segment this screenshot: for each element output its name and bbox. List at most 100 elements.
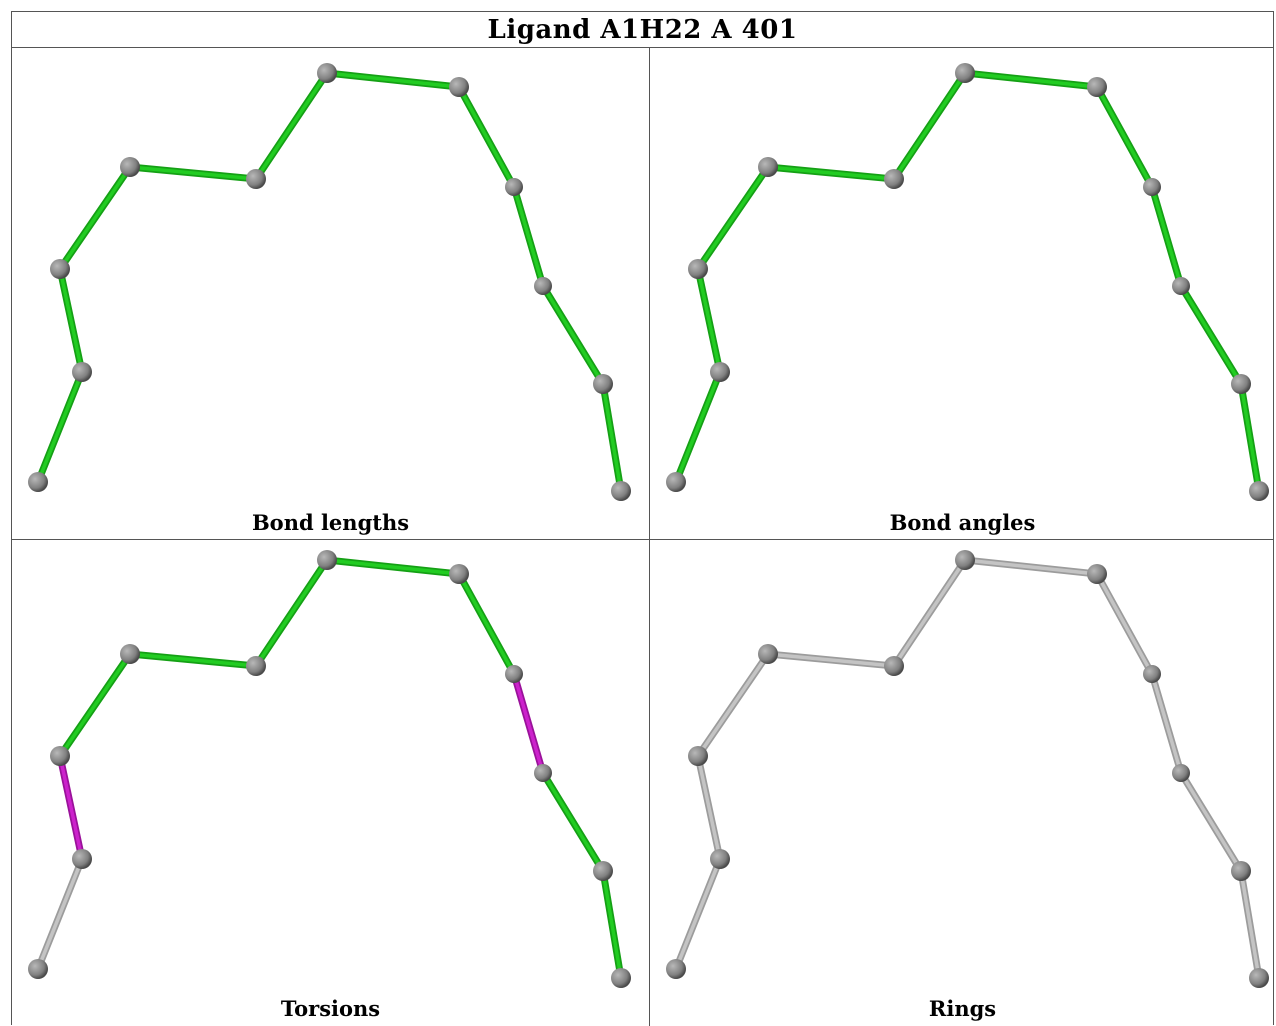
- bond-highlight-3: [128, 652, 258, 668]
- atom-10: [1249, 968, 1269, 988]
- atom-2: [50, 259, 70, 279]
- atom-3: [758, 644, 778, 664]
- atom-2: [688, 259, 708, 279]
- bond-highlight-5: [963, 71, 1099, 89]
- bond-highlight-5: [325, 558, 461, 576]
- atom-0: [28, 959, 48, 979]
- horizontal-divider: [12, 539, 1273, 540]
- bond-highlight-0: [674, 857, 722, 971]
- bond-highlight-4: [254, 71, 329, 181]
- bond-highlight-7: [512, 672, 545, 775]
- molecule-bond-angles: [666, 63, 1269, 501]
- atom-6: [1087, 77, 1107, 97]
- bond-highlight-5: [325, 71, 461, 89]
- atom-5: [317, 550, 337, 570]
- atom-5: [955, 550, 975, 570]
- bond-highlight-6: [457, 572, 516, 676]
- atom-9: [593, 374, 613, 394]
- atom-8: [534, 764, 552, 782]
- atom-6: [449, 564, 469, 584]
- bond-highlight-9: [601, 382, 623, 493]
- figure-frame: Ligand A1H22 A 401 Bond lengths Bond ang…: [11, 11, 1275, 1026]
- bond-highlight-4: [254, 558, 329, 668]
- atom-9: [1231, 861, 1251, 881]
- bond-highlight-9: [1239, 869, 1261, 980]
- atom-3: [758, 157, 778, 177]
- atom-8: [1172, 764, 1190, 782]
- bond-highlight-3: [766, 165, 896, 181]
- bond-highlight-8: [1179, 284, 1243, 386]
- panel-bond-lengths: Bond lengths: [12, 48, 649, 539]
- panel-label-torsions: Torsions: [280, 996, 381, 1021]
- panel-label-bond-angles: Bond angles: [889, 510, 1036, 535]
- bond-highlight-5: [963, 558, 1099, 576]
- atom-1: [72, 362, 92, 382]
- title-row: Ligand A1H22 A 401: [12, 12, 1273, 48]
- bond-highlight-6: [1095, 572, 1154, 676]
- atom-5: [955, 63, 975, 83]
- atom-9: [1231, 374, 1251, 394]
- atom-0: [666, 472, 686, 492]
- atom-8: [1172, 277, 1190, 295]
- atom-10: [611, 968, 631, 988]
- atom-1: [710, 362, 730, 382]
- bond-highlight-8: [541, 771, 605, 873]
- atom-9: [593, 861, 613, 881]
- atom-6: [449, 77, 469, 97]
- atom-3: [120, 644, 140, 664]
- atom-4: [246, 169, 266, 189]
- figure-title: Ligand A1H22 A 401: [487, 14, 798, 45]
- bond-highlight-0: [36, 857, 84, 971]
- atom-4: [884, 169, 904, 189]
- atom-10: [611, 481, 631, 501]
- bond-highlight-8: [541, 284, 605, 386]
- atom-2: [688, 746, 708, 766]
- molecule-torsions: [28, 550, 631, 988]
- bond-highlight-2: [58, 652, 132, 758]
- vertical-divider: [649, 48, 650, 1026]
- atom-4: [246, 656, 266, 676]
- atom-10: [1249, 481, 1269, 501]
- atom-7: [505, 665, 523, 683]
- molecule-rings: [666, 550, 1269, 988]
- atom-5: [317, 63, 337, 83]
- atom-3: [120, 157, 140, 177]
- atom-4: [884, 656, 904, 676]
- panel-bond-angles: Bond angles: [650, 48, 1275, 539]
- bond-highlight-7: [512, 185, 545, 288]
- bond-highlight-2: [696, 652, 770, 758]
- bond-highlight-2: [58, 165, 132, 271]
- bond-highlight-0: [674, 370, 722, 484]
- bond-highlight-7: [1150, 672, 1183, 775]
- atom-7: [1143, 178, 1161, 196]
- bond-highlight-4: [892, 71, 967, 181]
- atom-7: [505, 178, 523, 196]
- bond-highlight-9: [1239, 382, 1261, 493]
- bond-highlight-9: [601, 869, 623, 980]
- bond-highlight-4: [892, 558, 967, 668]
- atom-2: [50, 746, 70, 766]
- atom-1: [72, 849, 92, 869]
- bond-highlight-7: [1150, 185, 1183, 288]
- bond-highlight-1: [58, 267, 84, 374]
- bond-highlight-3: [128, 165, 258, 181]
- panel-label-bond-lengths: Bond lengths: [251, 510, 410, 535]
- bond-highlight-1: [696, 267, 722, 374]
- atom-0: [666, 959, 686, 979]
- bond-highlight-6: [457, 85, 516, 189]
- bond-highlight-2: [696, 165, 770, 271]
- bond-highlight-3: [766, 652, 896, 668]
- panel-torsions: Torsions: [12, 540, 649, 1026]
- atom-1: [710, 849, 730, 869]
- atom-6: [1087, 564, 1107, 584]
- bond-highlight-8: [1179, 771, 1243, 873]
- bond-highlight-0: [36, 370, 84, 484]
- bond-highlight-6: [1095, 85, 1154, 189]
- bond-highlight-1: [696, 754, 722, 861]
- molecule-bond-lengths: [28, 63, 631, 501]
- atom-7: [1143, 665, 1161, 683]
- panel-rings: Rings: [650, 540, 1275, 1026]
- panel-label-rings: Rings: [928, 996, 997, 1021]
- atom-0: [28, 472, 48, 492]
- bond-highlight-1: [58, 754, 84, 861]
